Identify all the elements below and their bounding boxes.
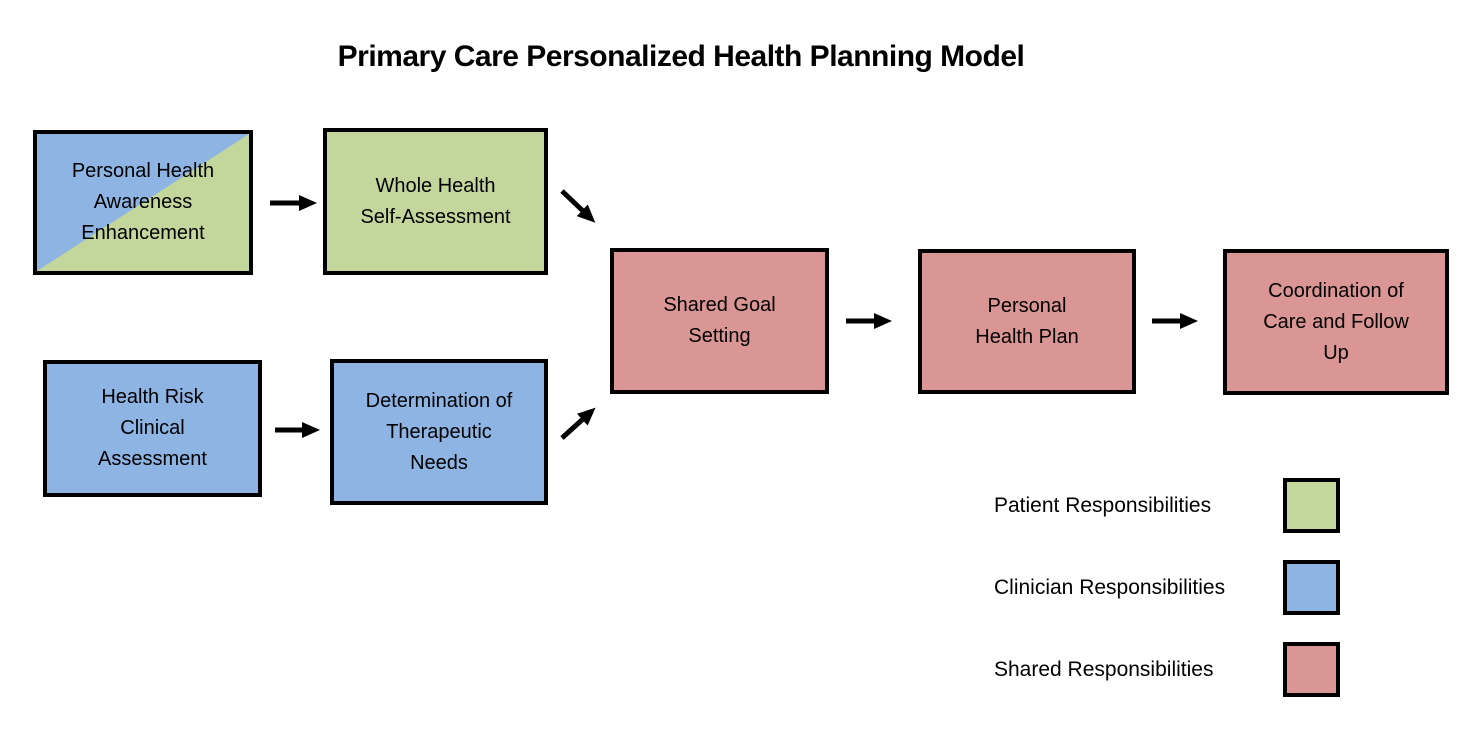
node-health-risk-clinical-assessment: Health Risk Clinical Assessment: [43, 360, 262, 497]
arrow-self-assessment-to-goal-setting: [560, 189, 596, 223]
node-label: Whole Health Self-Assessment: [360, 174, 511, 228]
legend-item-clinician: Clinician Responsibilities: [994, 560, 1340, 615]
legend-item-shared: Shared Responsibilities: [994, 642, 1340, 697]
node-determination-therapeutic-needs: Determination of Therapeutic Needs: [330, 359, 548, 505]
node-label: Coordination of Care and Follow Up: [1263, 279, 1409, 364]
diagram-title: Primary Care Personalized Health Plannin…: [337, 40, 1025, 73]
node-personal-health-plan: Personal Health Plan: [918, 249, 1136, 394]
legend-swatch-clinician: [1283, 560, 1340, 615]
node-label: Determination of Therapeutic Needs: [365, 389, 513, 474]
node-coordination-of-care: Coordination of Care and Follow Up: [1223, 249, 1449, 395]
legend-label: Shared Responsibilities: [994, 657, 1214, 681]
arrow-therapeutic-needs-to-goal-setting: [560, 407, 596, 440]
legend-label: Patient Responsibilities: [994, 493, 1212, 517]
legend-swatch-shared: [1283, 642, 1340, 697]
node-personal-health-awareness: Personal Health Awareness Enhancement: [33, 130, 253, 275]
node-whole-health-self-assessment: Whole Health Self-Assessment: [323, 128, 548, 275]
node-label: Personal Health Awareness Enhancement: [71, 160, 215, 244]
legend-label: Clinician Responsibilities: [994, 575, 1226, 599]
node-label: Health Risk Clinical Assessment: [98, 386, 207, 470]
legend: Patient Responsibilities Clinician Respo…: [994, 478, 1340, 724]
legend-swatch-patient: [1283, 478, 1340, 533]
node-label: Personal Health Plan: [975, 294, 1079, 348]
node-label: Shared Goal Setting: [663, 294, 776, 347]
node-shared-goal-setting: Shared Goal Setting: [610, 248, 829, 394]
legend-item-patient: Patient Responsibilities: [994, 478, 1340, 533]
